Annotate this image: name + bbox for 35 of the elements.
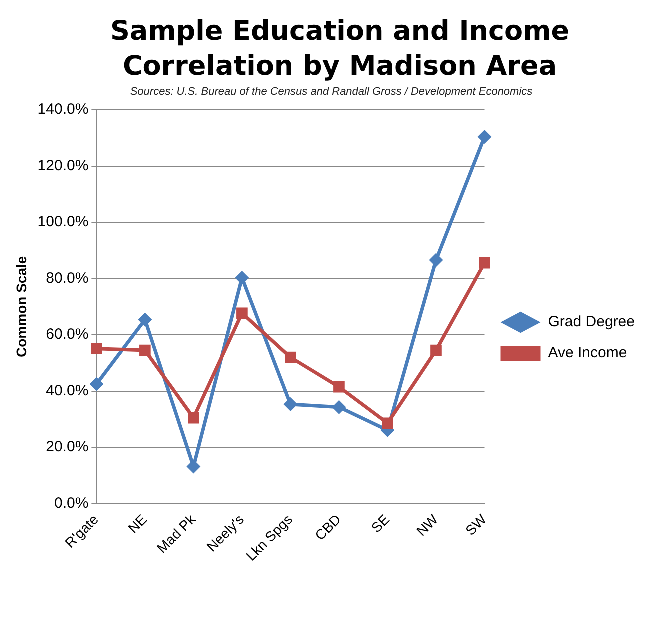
y-tick-label: 100.0% [38,214,89,231]
point [478,130,492,144]
point [90,377,104,392]
point [284,398,298,412]
point [429,253,444,268]
y-tick-label: 60.0% [46,326,89,344]
legend-label: Grad Degree [548,314,635,331]
point [479,258,490,269]
y-tick-label: 80.0% [46,270,89,288]
point [188,412,200,424]
point [140,345,151,356]
y-tick-label: 120.0% [38,158,89,175]
y-tick-label: 0.0% [54,495,89,512]
chart-title: Sample Education and Income Correlation by Madison Area [109,15,571,84]
x-tick-label: NE [124,512,150,537]
x-tick-label: CBD [312,512,344,544]
point [382,418,394,430]
point [138,313,152,328]
y-tick-label: 140.0% [38,101,89,118]
point [430,345,442,356]
point [91,343,102,355]
point [285,352,296,364]
point [235,271,250,286]
point [334,382,345,393]
x-tick-label: SW [462,510,490,539]
legend-label: Ave Income [548,344,628,362]
y-tick-label: 20.0% [46,438,89,456]
y-axis-title: Common Scale [13,256,30,358]
x-tick-label: NW [413,510,442,540]
chart-subtitle: Sources: U.S. Bureau of the Census and Randall Gross / Development Economics [129,86,534,98]
point [332,400,346,415]
point [236,308,248,320]
x-tick-label: SE [368,512,393,536]
y-tick-label: 40.0% [46,382,89,400]
point [186,460,201,474]
